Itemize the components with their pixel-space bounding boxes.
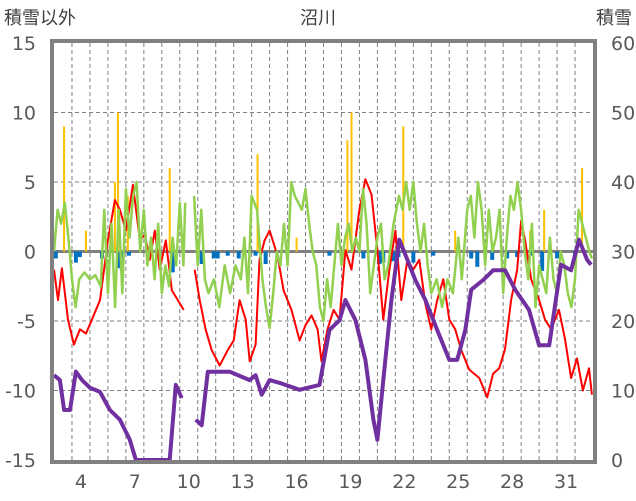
blue-bar [170, 251, 175, 273]
blue-bar [431, 251, 436, 256]
blue-bar [126, 251, 131, 256]
left-tick-label: 5 [24, 172, 36, 194]
x-tick-label: 28 [500, 471, 524, 493]
blue-bar [199, 251, 204, 265]
orange-bar [113, 182, 116, 252]
orange-bar [581, 168, 584, 252]
blue-bar [391, 251, 396, 262]
orange-bar [295, 237, 298, 252]
blue-bar [327, 251, 332, 256]
plot-border [50, 39, 597, 464]
x-tick-label: 19 [338, 471, 362, 493]
blue-bar [53, 251, 58, 259]
blue-bar [225, 251, 230, 256]
right-tick-label: 20 [611, 311, 635, 333]
left-tick-label: 15 [12, 33, 36, 55]
blue-bar [253, 251, 258, 256]
left-axis-title: 積雪以外 [4, 8, 76, 29]
blue-bar [361, 251, 366, 259]
blue-bar [73, 251, 78, 263]
x-tick-label: 22 [392, 471, 416, 493]
blue-bar [540, 251, 545, 271]
blue-bar [263, 251, 268, 265]
left-tick-label: 10 [12, 103, 36, 125]
orange-bar [350, 112, 353, 252]
x-tick-label: 25 [446, 471, 470, 493]
chart-title: 沼川 [300, 8, 336, 29]
orange-bar [402, 126, 405, 252]
x-tick-label: 7 [129, 471, 141, 493]
orange-bar [543, 209, 546, 252]
blue-bar [411, 251, 416, 263]
orange-bar [346, 140, 349, 252]
series-green-line [192, 180, 594, 330]
left-tick-label: -5 [17, 311, 36, 333]
orange-bar [116, 112, 119, 252]
blue-bar [236, 251, 241, 259]
blue-bar [116, 251, 121, 269]
blue-bar [505, 251, 510, 259]
blue-bar [377, 251, 382, 265]
orange-bar [454, 230, 457, 252]
x-tick-label: 31 [554, 471, 578, 493]
blue-bar [77, 251, 82, 258]
right-tick-label: 10 [611, 381, 635, 403]
right-axis-title: 積雪 [596, 8, 632, 29]
right-tick-label: 60 [611, 33, 635, 55]
x-tick-label: 16 [284, 471, 308, 493]
left-tick-label: -15 [5, 450, 36, 472]
plot-frame [50, 39, 597, 464]
right-tick-label: 0 [611, 450, 623, 472]
orange-bar [84, 230, 87, 252]
left-tick-label: -10 [5, 381, 36, 403]
blue-bar [490, 251, 495, 260]
orange-bar [256, 154, 259, 252]
orange-bar [168, 168, 171, 252]
series-snow-line [52, 369, 184, 462]
blue-bar [555, 251, 560, 259]
blue-bar [475, 251, 480, 267]
series-red-line [193, 178, 593, 399]
x-tick-label: 13 [231, 471, 255, 493]
left-tick-label: 0 [24, 242, 36, 264]
right-tick-label: 30 [611, 242, 635, 264]
blue-bar [515, 251, 520, 258]
blue-bar [215, 251, 220, 259]
x-tick-label: 4 [75, 471, 87, 493]
right-tick-label: 40 [611, 172, 635, 194]
orange-bar [63, 126, 66, 252]
blue-bar [469, 251, 474, 259]
gridlines [54, 43, 593, 460]
series-green-line [52, 180, 187, 309]
x-tick-label: 10 [177, 471, 201, 493]
series-lines [52, 178, 594, 462]
series-snow-line [194, 237, 593, 442]
right-tick-label: 50 [611, 103, 635, 125]
blue-bar [211, 251, 216, 259]
